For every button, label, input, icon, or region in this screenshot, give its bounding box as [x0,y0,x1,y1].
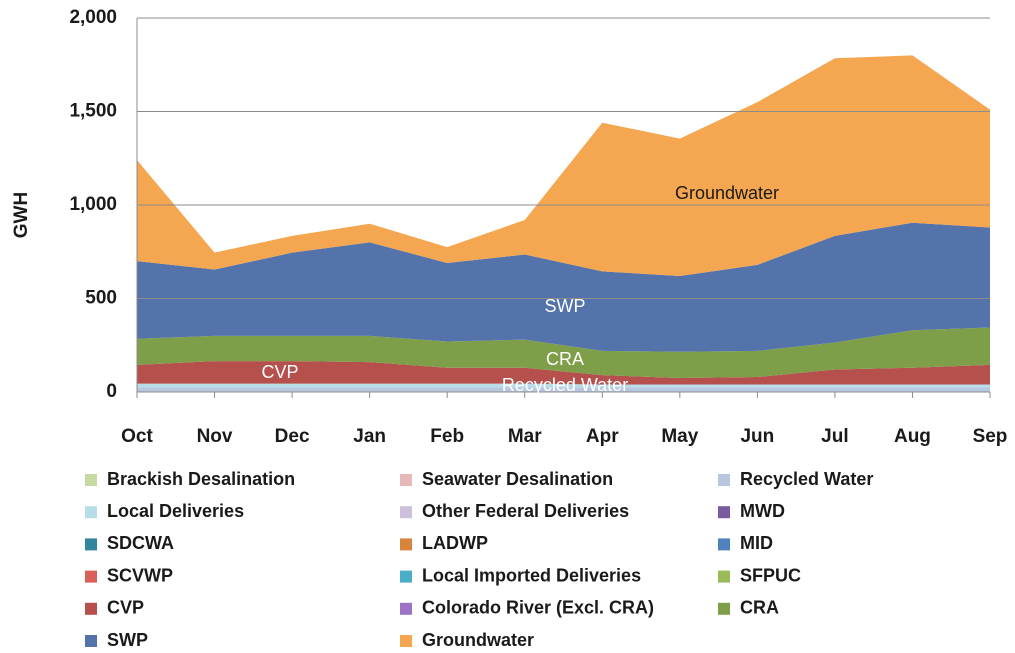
legend-swatch [400,570,412,583]
legend-swatch [85,635,97,647]
legend-label: MID [740,533,773,553]
x-tick-label: Dec [275,426,310,447]
area [137,55,990,277]
legend-swatch [718,474,730,486]
area [137,222,990,352]
x-tick-label: Jan [353,426,386,447]
legend-label: SDCWA [107,533,174,553]
legend-label: SWP [107,630,148,650]
legend-label: Other Federal Deliveries [422,501,629,521]
x-tick-label: Oct [121,426,153,447]
legend-swatch [85,538,97,551]
x-tick-label: Apr [586,426,619,447]
legend-swatch [718,570,730,583]
y-axis-label: GWH [11,192,32,238]
annotation: Recycled Water [502,375,628,395]
x-tick-label: Jun [740,426,774,447]
legend-label: Brackish Desalination [107,469,295,489]
legend-label: LADWP [422,533,488,553]
legend-label: Groundwater [422,630,534,650]
legend-swatch [400,635,412,647]
area [137,361,990,385]
x-tick-label: May [661,426,698,447]
legend-swatch [400,538,412,551]
legend-label: CVP [107,598,144,618]
annotation: CVP [261,362,298,382]
legend-swatch [400,474,412,486]
x-tick-label: Aug [894,426,931,447]
legend-swatch [85,570,97,583]
y-tick-label: 500 [85,288,117,309]
legend-swatch [718,602,730,615]
legend-label: MWD [740,501,785,521]
annotation: Groundwater [675,183,779,203]
area [137,327,990,378]
y-tick-label: 1,000 [69,194,117,215]
legend-label: Local Imported Deliveries [422,565,641,585]
legend-label: SCVWP [107,565,173,585]
x-tick-label: Nov [197,426,233,447]
x-tick-label: Sep [973,426,1008,447]
legend-swatch [400,602,412,615]
legend-label: Colorado River (Excl. CRA) [422,598,654,618]
annotation: CRA [546,349,584,369]
legend-swatch [85,506,97,519]
legend-swatch [718,538,730,551]
legend-label: Local Deliveries [107,501,244,521]
x-tick-label: Mar [508,426,542,447]
legend-label: CRA [740,598,779,618]
legend-label: Seawater Desalination [422,469,613,489]
areas [137,55,990,392]
legend-swatch [400,506,412,519]
y-tick-label: 0 [106,381,117,402]
legend-label: SFPUC [740,565,801,585]
legend-swatch [85,474,97,486]
legend-label: Recycled Water [740,469,873,489]
x-tick-label: Feb [430,426,464,447]
y-tick-label: 1,500 [69,101,117,122]
annotation: SWP [544,296,585,316]
area [137,387,990,392]
legend-swatch [718,506,730,519]
y-tick-label: 2,000 [69,7,117,28]
x-tick-label: Jul [821,426,848,447]
legend-swatch [85,602,97,615]
